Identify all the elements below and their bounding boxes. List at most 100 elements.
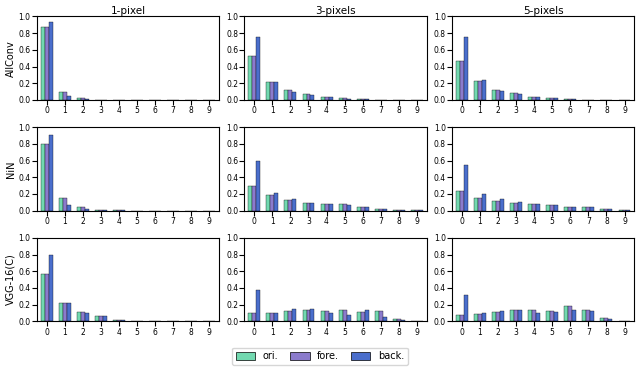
Bar bbox=[500, 199, 504, 211]
Bar bbox=[586, 207, 590, 211]
Bar bbox=[45, 27, 49, 100]
Bar bbox=[401, 210, 404, 211]
Bar bbox=[303, 203, 307, 211]
Bar bbox=[590, 207, 595, 211]
Bar bbox=[292, 309, 296, 321]
Bar bbox=[510, 93, 514, 100]
Bar bbox=[379, 209, 383, 211]
Bar bbox=[339, 310, 342, 321]
Bar bbox=[586, 310, 590, 321]
Bar bbox=[84, 313, 89, 321]
Bar bbox=[284, 311, 289, 321]
Bar bbox=[49, 254, 52, 321]
Bar bbox=[67, 96, 70, 100]
Bar bbox=[474, 81, 478, 100]
Bar bbox=[528, 97, 532, 100]
Bar bbox=[252, 186, 256, 211]
Bar bbox=[514, 93, 518, 100]
Bar bbox=[307, 94, 310, 100]
Bar bbox=[474, 314, 478, 321]
Bar bbox=[103, 317, 107, 321]
Bar bbox=[266, 195, 270, 211]
Bar bbox=[383, 317, 387, 321]
Bar bbox=[324, 311, 328, 321]
Bar bbox=[328, 204, 333, 211]
Bar bbox=[342, 204, 347, 211]
Bar bbox=[482, 194, 486, 211]
Bar bbox=[248, 313, 252, 321]
Bar bbox=[292, 92, 296, 100]
Bar bbox=[41, 144, 45, 211]
Bar bbox=[464, 165, 468, 211]
Bar bbox=[478, 198, 482, 211]
Bar bbox=[478, 314, 482, 321]
Bar bbox=[289, 90, 292, 100]
Bar bbox=[95, 315, 99, 321]
Bar bbox=[604, 318, 609, 321]
Bar bbox=[310, 203, 314, 211]
Bar bbox=[307, 203, 310, 211]
Bar bbox=[532, 310, 536, 321]
Bar bbox=[590, 311, 595, 321]
Bar bbox=[397, 319, 401, 321]
Bar bbox=[554, 312, 558, 321]
Bar bbox=[514, 310, 518, 321]
Bar bbox=[117, 210, 121, 211]
Bar bbox=[550, 98, 554, 100]
Bar bbox=[474, 198, 478, 211]
Bar bbox=[321, 97, 324, 100]
Bar bbox=[547, 205, 550, 211]
Bar bbox=[77, 207, 81, 211]
Bar bbox=[456, 192, 460, 211]
Bar bbox=[500, 91, 504, 100]
Bar bbox=[464, 37, 468, 100]
Bar bbox=[41, 274, 45, 321]
Bar bbox=[321, 311, 324, 321]
Bar bbox=[356, 312, 361, 321]
Bar bbox=[572, 99, 576, 100]
Bar bbox=[45, 274, 49, 321]
Bar bbox=[63, 198, 67, 211]
Bar bbox=[49, 135, 52, 211]
Bar bbox=[45, 144, 49, 211]
Bar bbox=[339, 204, 342, 211]
Bar bbox=[518, 310, 522, 321]
Bar bbox=[456, 315, 460, 321]
Bar bbox=[275, 193, 278, 211]
Bar bbox=[339, 98, 342, 100]
Bar bbox=[356, 99, 361, 100]
Bar bbox=[623, 210, 627, 211]
Bar bbox=[95, 210, 99, 211]
Bar bbox=[510, 310, 514, 321]
Bar bbox=[303, 310, 307, 321]
Bar bbox=[121, 320, 125, 321]
Bar bbox=[81, 207, 84, 211]
Y-axis label: AllConv: AllConv bbox=[6, 40, 15, 77]
Bar bbox=[328, 97, 333, 100]
Bar bbox=[419, 210, 423, 211]
Bar bbox=[59, 198, 63, 211]
Bar bbox=[81, 98, 84, 100]
Bar bbox=[492, 201, 496, 211]
Bar bbox=[275, 313, 278, 321]
Bar bbox=[361, 99, 365, 100]
Bar bbox=[510, 203, 514, 211]
Bar bbox=[270, 195, 275, 211]
Bar bbox=[117, 320, 121, 321]
Bar bbox=[324, 204, 328, 211]
Bar bbox=[81, 312, 84, 321]
Bar bbox=[266, 81, 270, 100]
Bar bbox=[496, 90, 500, 100]
Bar bbox=[365, 310, 369, 321]
Bar bbox=[604, 209, 609, 211]
Bar bbox=[375, 311, 379, 321]
Bar bbox=[496, 201, 500, 211]
Bar bbox=[393, 319, 397, 321]
Bar bbox=[321, 204, 324, 211]
Bar bbox=[582, 207, 586, 211]
Bar bbox=[572, 206, 576, 211]
Bar bbox=[600, 318, 604, 321]
Bar bbox=[248, 186, 252, 211]
Bar bbox=[514, 203, 518, 211]
Bar bbox=[379, 311, 383, 321]
